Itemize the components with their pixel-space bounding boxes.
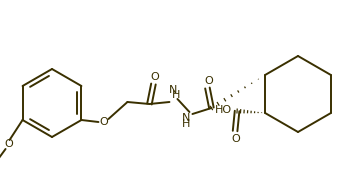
Text: N: N <box>169 85 178 95</box>
Text: N: N <box>182 113 191 123</box>
Text: O: O <box>232 134 240 144</box>
Text: O: O <box>4 139 13 149</box>
Text: H: H <box>172 90 181 100</box>
Text: O: O <box>150 72 159 82</box>
Text: H: H <box>182 119 191 129</box>
Text: O: O <box>204 76 213 86</box>
Text: HO: HO <box>215 105 232 115</box>
Text: O: O <box>99 117 108 127</box>
